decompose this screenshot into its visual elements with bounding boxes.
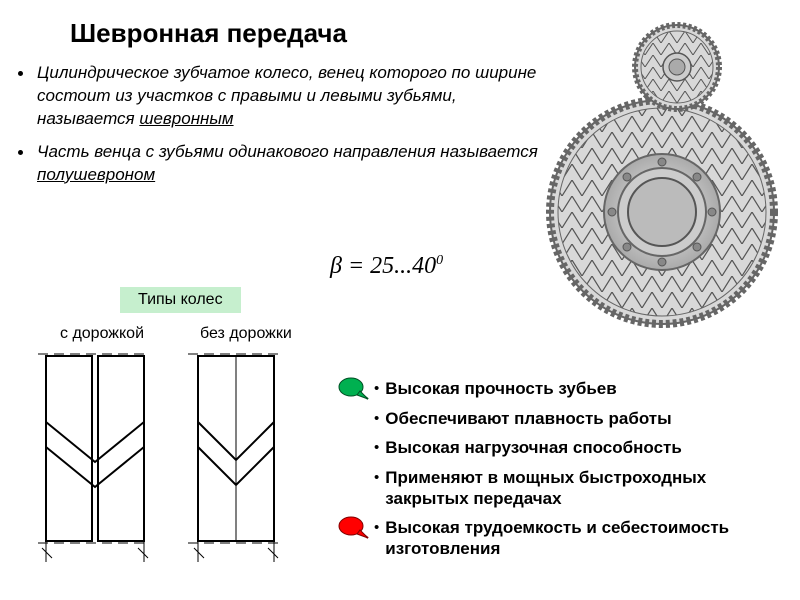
feature-text: Высокая трудоемкость и себестоимость изг… [385, 517, 778, 560]
label-without-groove: без дорожки [200, 325, 292, 343]
wheel-diagram-svg [38, 352, 318, 572]
bullet-icon: • [374, 380, 379, 398]
callout-red-icon [338, 515, 370, 539]
def-underlined: полушевроном [37, 165, 155, 184]
feature-text: Применяют в мощных быстроходных закрытых… [385, 467, 778, 510]
bullet-icon [18, 150, 23, 155]
feature-text: Обеспечивают плавность работы [385, 408, 671, 429]
types-label: Типы колес [120, 287, 241, 313]
bullet-icon: • [374, 439, 379, 457]
page-title: Шевронная передача [70, 18, 347, 49]
feature-text: Высокая нагрузочная способность [385, 437, 682, 458]
gear-svg [542, 22, 782, 332]
definition-item: Часть венца с зубьями одинакового направ… [18, 141, 538, 187]
gear-illustration [542, 22, 782, 332]
formula-sup: 0 [436, 253, 443, 268]
def-underlined: шевронным [139, 109, 233, 128]
features-list: • Высокая прочность зубьев • Обеспечиваю… [338, 378, 778, 568]
formula-eq: = 25...40 [342, 253, 436, 279]
feature-item: • Высокая нагрузочная способность [338, 437, 778, 458]
bullet-icon: • [374, 410, 379, 428]
definitions: Цилиндрическое зубчатое колесо, венец ко… [18, 62, 538, 197]
feature-text: Высокая прочность зубьев [385, 378, 616, 399]
def-pre: Часть венца с зубьями одинакового направ… [37, 142, 538, 161]
label-with-groove: с дорожкой [60, 325, 144, 343]
feature-item: • Высокая прочность зубьев [338, 378, 778, 400]
bullet-icon: • [374, 519, 379, 537]
formula-symbol: β [330, 253, 342, 279]
feature-item: • Высокая трудоемкость и себестоимость и… [338, 517, 778, 560]
bullet-icon: • [374, 469, 379, 487]
wheel-diagrams [38, 352, 318, 577]
definition-text: Цилиндрическое зубчатое колесо, венец ко… [37, 62, 538, 131]
callout-green-icon [338, 376, 370, 400]
bullet-icon [18, 71, 23, 76]
feature-item: • Обеспечивают плавность работы [338, 408, 778, 429]
def-pre: Цилиндрическое зубчатое колесо, венец ко… [37, 63, 536, 128]
feature-item: • Применяют в мощных быстроходных закрыт… [338, 467, 778, 510]
definition-text: Часть венца с зубьями одинакового направ… [37, 141, 538, 187]
definition-item: Цилиндрическое зубчатое колесо, венец ко… [18, 62, 538, 131]
angle-formula: β = 25...400 [330, 253, 443, 280]
